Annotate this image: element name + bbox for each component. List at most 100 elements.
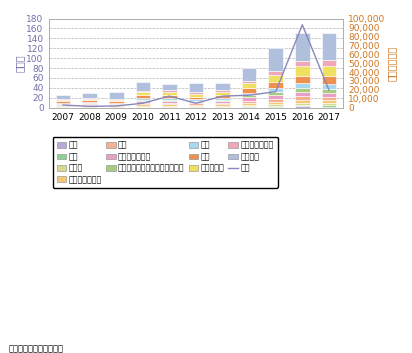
Bar xyxy=(215,90,230,92)
Bar xyxy=(56,99,70,100)
Bar xyxy=(242,67,256,81)
Bar xyxy=(295,100,309,103)
Bar xyxy=(162,95,177,98)
Bar xyxy=(109,106,124,107)
Bar xyxy=(295,96,309,100)
Bar xyxy=(189,105,203,106)
Text: 備考：公表案件ベース。: 備考：公表案件ベース。 xyxy=(8,344,63,353)
Bar xyxy=(136,106,150,107)
Bar xyxy=(189,92,203,94)
Bar xyxy=(56,100,70,101)
Bar xyxy=(322,100,336,103)
Bar xyxy=(215,104,230,106)
Bar xyxy=(269,48,283,71)
Bar xyxy=(82,107,97,108)
Bar xyxy=(295,103,309,105)
Bar xyxy=(109,100,124,101)
Bar xyxy=(322,107,336,108)
Bar xyxy=(56,103,70,104)
Bar xyxy=(295,61,309,66)
Bar xyxy=(189,101,203,102)
Bar xyxy=(82,105,97,106)
Bar xyxy=(242,101,256,103)
Bar xyxy=(322,89,336,93)
Bar xyxy=(162,104,177,106)
Bar xyxy=(242,107,256,108)
Bar xyxy=(189,99,203,101)
Bar xyxy=(322,34,336,60)
Bar xyxy=(215,95,230,98)
Bar xyxy=(162,90,177,92)
Bar xyxy=(242,93,256,95)
Bar xyxy=(269,102,283,104)
Bar xyxy=(269,106,283,107)
Bar xyxy=(56,105,70,106)
Bar xyxy=(295,92,309,96)
Bar xyxy=(82,102,97,103)
Bar xyxy=(109,103,124,104)
Bar xyxy=(56,95,70,99)
Bar xyxy=(162,106,177,107)
Bar xyxy=(136,107,150,108)
Bar xyxy=(136,104,150,106)
Bar xyxy=(322,103,336,105)
Bar xyxy=(322,93,336,97)
Bar xyxy=(136,95,150,98)
Bar xyxy=(136,101,150,103)
Bar xyxy=(242,106,256,107)
Bar xyxy=(56,107,70,108)
Bar xyxy=(82,104,97,105)
Bar xyxy=(189,94,203,97)
Bar xyxy=(189,97,203,99)
Bar xyxy=(162,84,177,90)
Bar xyxy=(189,103,203,105)
Bar xyxy=(109,105,124,106)
Bar xyxy=(136,82,150,91)
Bar xyxy=(109,104,124,105)
Bar xyxy=(162,103,177,104)
Bar xyxy=(242,105,256,106)
Bar xyxy=(322,97,336,100)
Bar xyxy=(82,99,97,100)
Bar xyxy=(189,83,203,92)
Bar xyxy=(242,81,256,83)
Bar xyxy=(215,98,230,100)
Bar xyxy=(56,106,70,107)
Bar xyxy=(295,106,309,108)
Bar xyxy=(269,71,283,74)
Bar xyxy=(109,107,124,108)
Bar xyxy=(295,88,309,92)
Bar xyxy=(136,92,150,95)
Bar xyxy=(189,107,203,108)
Bar xyxy=(269,82,283,88)
Bar xyxy=(269,104,283,106)
Bar xyxy=(322,66,336,77)
Bar xyxy=(109,92,124,99)
Bar xyxy=(215,100,230,101)
Bar xyxy=(82,106,97,107)
Bar xyxy=(215,103,230,104)
Bar xyxy=(82,98,97,99)
Bar xyxy=(56,101,70,103)
Bar xyxy=(215,106,230,107)
Bar xyxy=(322,77,336,84)
Bar xyxy=(162,107,177,108)
Bar xyxy=(136,100,150,101)
Bar xyxy=(109,99,124,100)
Bar xyxy=(295,105,309,106)
Bar xyxy=(136,98,150,100)
Bar xyxy=(136,91,150,92)
Bar xyxy=(269,99,283,102)
Bar xyxy=(322,60,336,66)
Y-axis label: （百万ドル）: （百万ドル） xyxy=(387,46,397,81)
Bar xyxy=(295,76,309,83)
Bar xyxy=(162,101,177,103)
Bar xyxy=(269,74,283,82)
Bar xyxy=(215,107,230,108)
Bar xyxy=(189,106,203,107)
Bar xyxy=(215,101,230,103)
Bar xyxy=(269,88,283,92)
Bar xyxy=(295,34,309,61)
Bar xyxy=(242,88,256,93)
Bar xyxy=(215,83,230,90)
